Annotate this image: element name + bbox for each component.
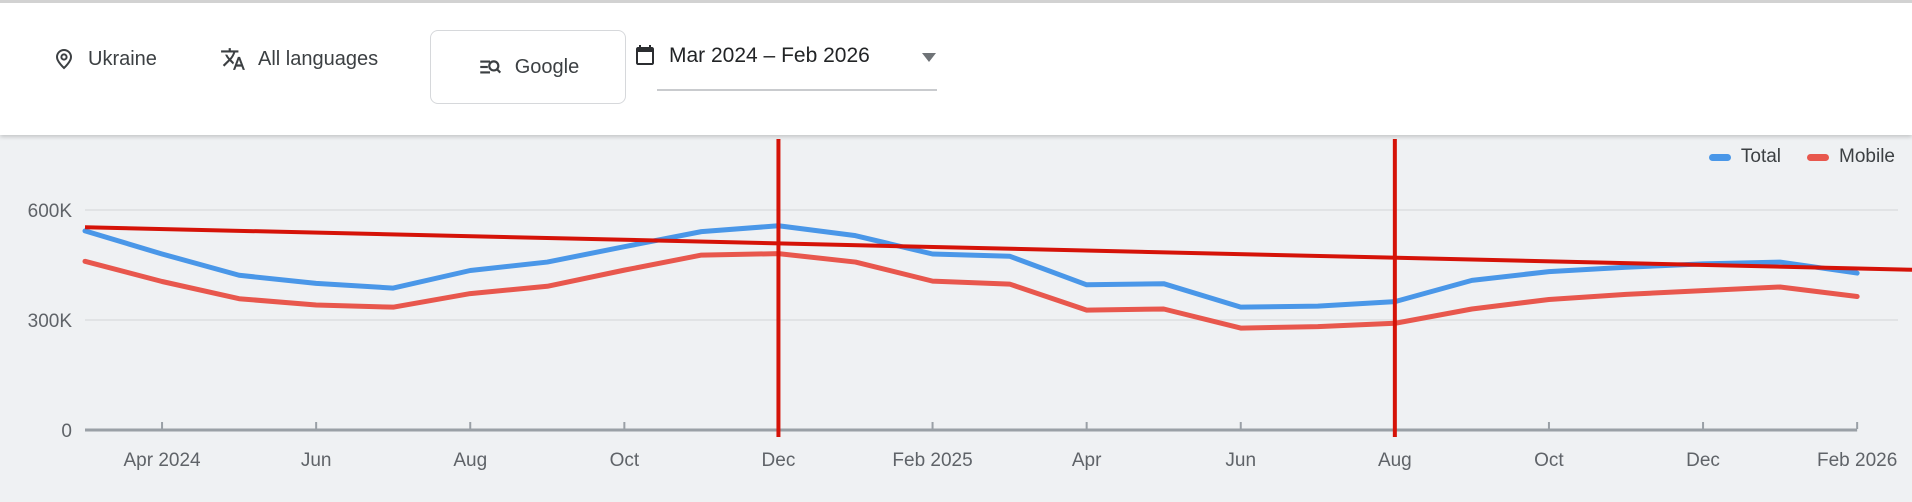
x-tick-label: Apr [1072, 450, 1102, 471]
x-tick-label: Feb 2025 [892, 450, 972, 471]
legend-swatch [1807, 153, 1830, 161]
x-tick-label: Aug [1378, 450, 1412, 471]
search-engine-label: Google [514, 55, 580, 78]
y-tick-label: 0 [61, 421, 72, 442]
x-tick-label: Oct [1534, 450, 1564, 471]
legend-label: Mobile [1839, 146, 1895, 167]
x-tick-label: Jun [301, 450, 332, 471]
traffic-line-chart: Apr 2024 Jun Aug Oct Dec Feb 2025 Apr Jun Aug Oct… [28, 139, 1912, 471]
location-selector[interactable]: Ukraine [52, 46, 157, 72]
translate-icon [220, 46, 246, 72]
y-tick-label: 600K [28, 201, 73, 222]
y-tick-label: 300K [28, 311, 73, 332]
chart-legend: Total Mobile [1708, 146, 1895, 168]
language-label: All languages [258, 47, 379, 70]
x-tick-label: Jun [1225, 450, 1256, 471]
series-line-total [82, 223, 1860, 310]
date-range-underline [657, 89, 937, 91]
traffic-chart-region: Apr 2024 Jun Aug Oct Dec Feb 2025 Apr Jun Aug Oct… [0, 135, 1912, 502]
language-selector[interactable]: All languages [220, 46, 378, 72]
x-tick-label: Aug [453, 450, 487, 471]
legend-item-total[interactable]: Total [1708, 146, 1782, 168]
chevron-down-icon [921, 53, 936, 62]
location-label: Ukraine [88, 47, 157, 70]
toolbar: Ukraine All languages Google [0, 0, 1912, 135]
x-tick-label: Oct [610, 450, 640, 471]
x-tick-label: Dec [1686, 450, 1720, 471]
date-range-label: Mar 2024 – Feb 2026 [669, 44, 870, 67]
date-range-selector[interactable]: Mar 2024 – Feb 2026 [633, 43, 936, 69]
x-tick-label: Feb 2026 [1817, 450, 1897, 471]
x-tick-label: Apr 2024 [123, 450, 201, 471]
trend-line [84, 225, 1912, 272]
search-list-icon [477, 54, 503, 80]
legend-label: Total [1740, 146, 1782, 167]
x-tick-label: Dec [762, 450, 796, 471]
legend-swatch [1708, 153, 1731, 161]
location-pin-icon [52, 46, 76, 72]
series-line-mobile [82, 251, 1860, 331]
legend-item-mobile[interactable]: Mobile [1807, 146, 1895, 168]
search-engine-button[interactable]: Google [430, 30, 626, 104]
calendar-icon [633, 43, 657, 69]
